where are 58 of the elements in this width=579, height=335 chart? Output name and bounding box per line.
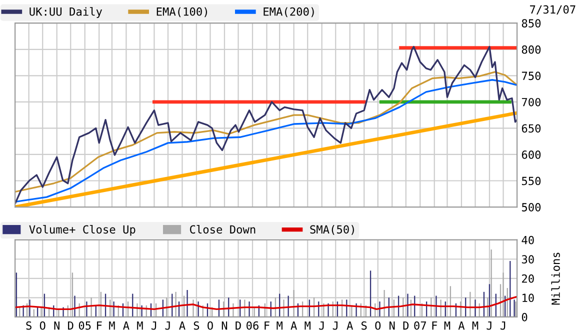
y-tick-label: 600: [522, 150, 541, 159]
line-series: [15, 296, 518, 310]
x-tick-label: N: [390, 321, 395, 330]
y-tick-label: 650: [522, 124, 541, 133]
x-tick-label: J: [165, 321, 170, 330]
legend-label: Volume+ Close Up: [29, 224, 136, 236]
x-tick-label: S: [362, 321, 367, 330]
x-tick-label: D: [236, 321, 241, 330]
y-tick-label: 550: [522, 176, 541, 186]
x-tick-label: J: [319, 321, 324, 330]
x-tick-label: J: [332, 321, 338, 330]
x-tick-label: M: [109, 321, 115, 330]
x-tick-label: 07: [414, 321, 426, 330]
x-tick-label: F: [97, 321, 102, 330]
x-tick-label: O: [375, 321, 381, 330]
y-tick-label: 700: [522, 98, 541, 106]
y-tick-label: 0: [522, 312, 528, 322]
y-tick-label: 500: [522, 203, 541, 212]
legend-label: UK:UU Daily: [30, 7, 102, 18]
x-tick-label: A: [179, 321, 186, 330]
x-tick-label: S: [26, 321, 32, 330]
x-tick-label: M: [137, 321, 143, 330]
y-tick-label: 20: [522, 274, 534, 283]
x-tick-label: N: [222, 321, 228, 330]
x-tick-label: J: [486, 321, 492, 330]
x-tick-label: D: [403, 321, 409, 330]
x-tick-label: F: [432, 321, 438, 330]
x-tick-label: M: [304, 321, 310, 330]
y-tick-label: 40: [522, 236, 534, 244]
line-series: [15, 46, 518, 204]
y-tick-label: 750: [522, 72, 541, 80]
x-tick-label: M: [276, 321, 282, 330]
text: 7/31/07: [530, 5, 576, 15]
y-tick-label: 850: [522, 19, 541, 28]
x-tick-label: F: [264, 321, 270, 330]
x-tick-label: A: [290, 321, 297, 330]
x-tick-label: O: [208, 321, 213, 330]
legend-label: SMA(50): [310, 225, 354, 235]
x-tick-label: D: [68, 321, 74, 330]
legend-label: EMA(200): [264, 7, 314, 18]
x-tick-label: S: [194, 321, 200, 330]
legend-label: EMA(100): [156, 7, 208, 18]
x-tick-label: A: [458, 321, 465, 330]
x-tick-label: N: [54, 321, 60, 330]
x-tick-label: A: [123, 321, 130, 330]
x-tick-label: M: [472, 321, 478, 330]
y-tick-label: 30: [522, 255, 534, 264]
y-tick-label: 10: [522, 294, 534, 302]
x-tick-label: 06: [246, 321, 258, 330]
x-tick-label: A: [346, 321, 354, 330]
x-tick-label: 05: [78, 321, 91, 330]
x-tick-label: J: [151, 321, 156, 330]
x-tick-label: O: [40, 321, 46, 330]
x-tick-label: J: [500, 321, 506, 330]
y-axis-title: Millions: [551, 252, 560, 305]
y-tick-label: 800: [522, 45, 541, 54]
legend-label: Close Down: [190, 224, 256, 234]
x-tick-label: M: [444, 321, 450, 330]
